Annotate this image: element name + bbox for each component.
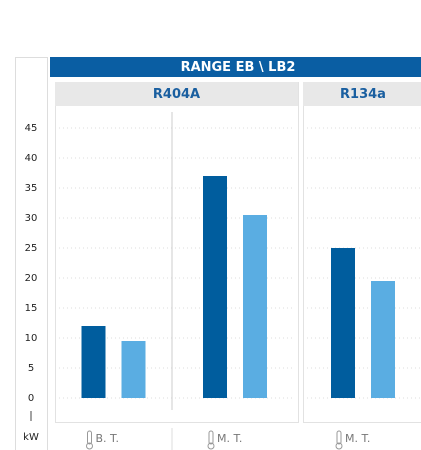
y-axis-box xyxy=(15,57,48,450)
y-tick-label: 10 xyxy=(25,333,38,344)
bar xyxy=(81,326,106,398)
panel xyxy=(303,82,421,423)
chart-title: RANGE EB \ LB2 xyxy=(181,60,296,75)
bar xyxy=(243,215,267,398)
y-tick-label: 25 xyxy=(25,243,38,254)
thermometer-icon xyxy=(87,430,92,445)
x-tick-label: B. T. xyxy=(96,432,119,445)
panel-title: R134a xyxy=(340,87,386,102)
y-tick-label: 0 xyxy=(28,393,34,404)
y-tick-label: 30 xyxy=(25,213,38,224)
bar xyxy=(121,341,146,398)
y-tick-label: 20 xyxy=(25,273,38,284)
y-tick-label: 15 xyxy=(25,303,38,314)
y-tick-label: 5 xyxy=(28,363,34,374)
x-tick-label: M. T. xyxy=(345,432,370,445)
bar xyxy=(203,176,227,398)
thermometer-bulb xyxy=(335,442,343,450)
bar xyxy=(331,248,355,398)
y-axis-label: kW xyxy=(23,432,39,443)
title-bar xyxy=(50,57,421,77)
thermometer-icon xyxy=(336,430,342,445)
panel-header xyxy=(55,82,298,106)
x-tick-label: M. T. xyxy=(217,432,242,445)
thermometer-bulb xyxy=(86,442,93,450)
panel-title: R404A xyxy=(153,87,200,102)
bar xyxy=(371,281,395,398)
y-tick-label: 35 xyxy=(25,183,38,194)
y-tick-label: 45 xyxy=(25,123,38,134)
y-tick-label: 40 xyxy=(25,153,38,164)
thermometer-icon xyxy=(208,430,214,445)
panel-header xyxy=(303,82,421,106)
thermometer-bulb xyxy=(207,442,215,450)
